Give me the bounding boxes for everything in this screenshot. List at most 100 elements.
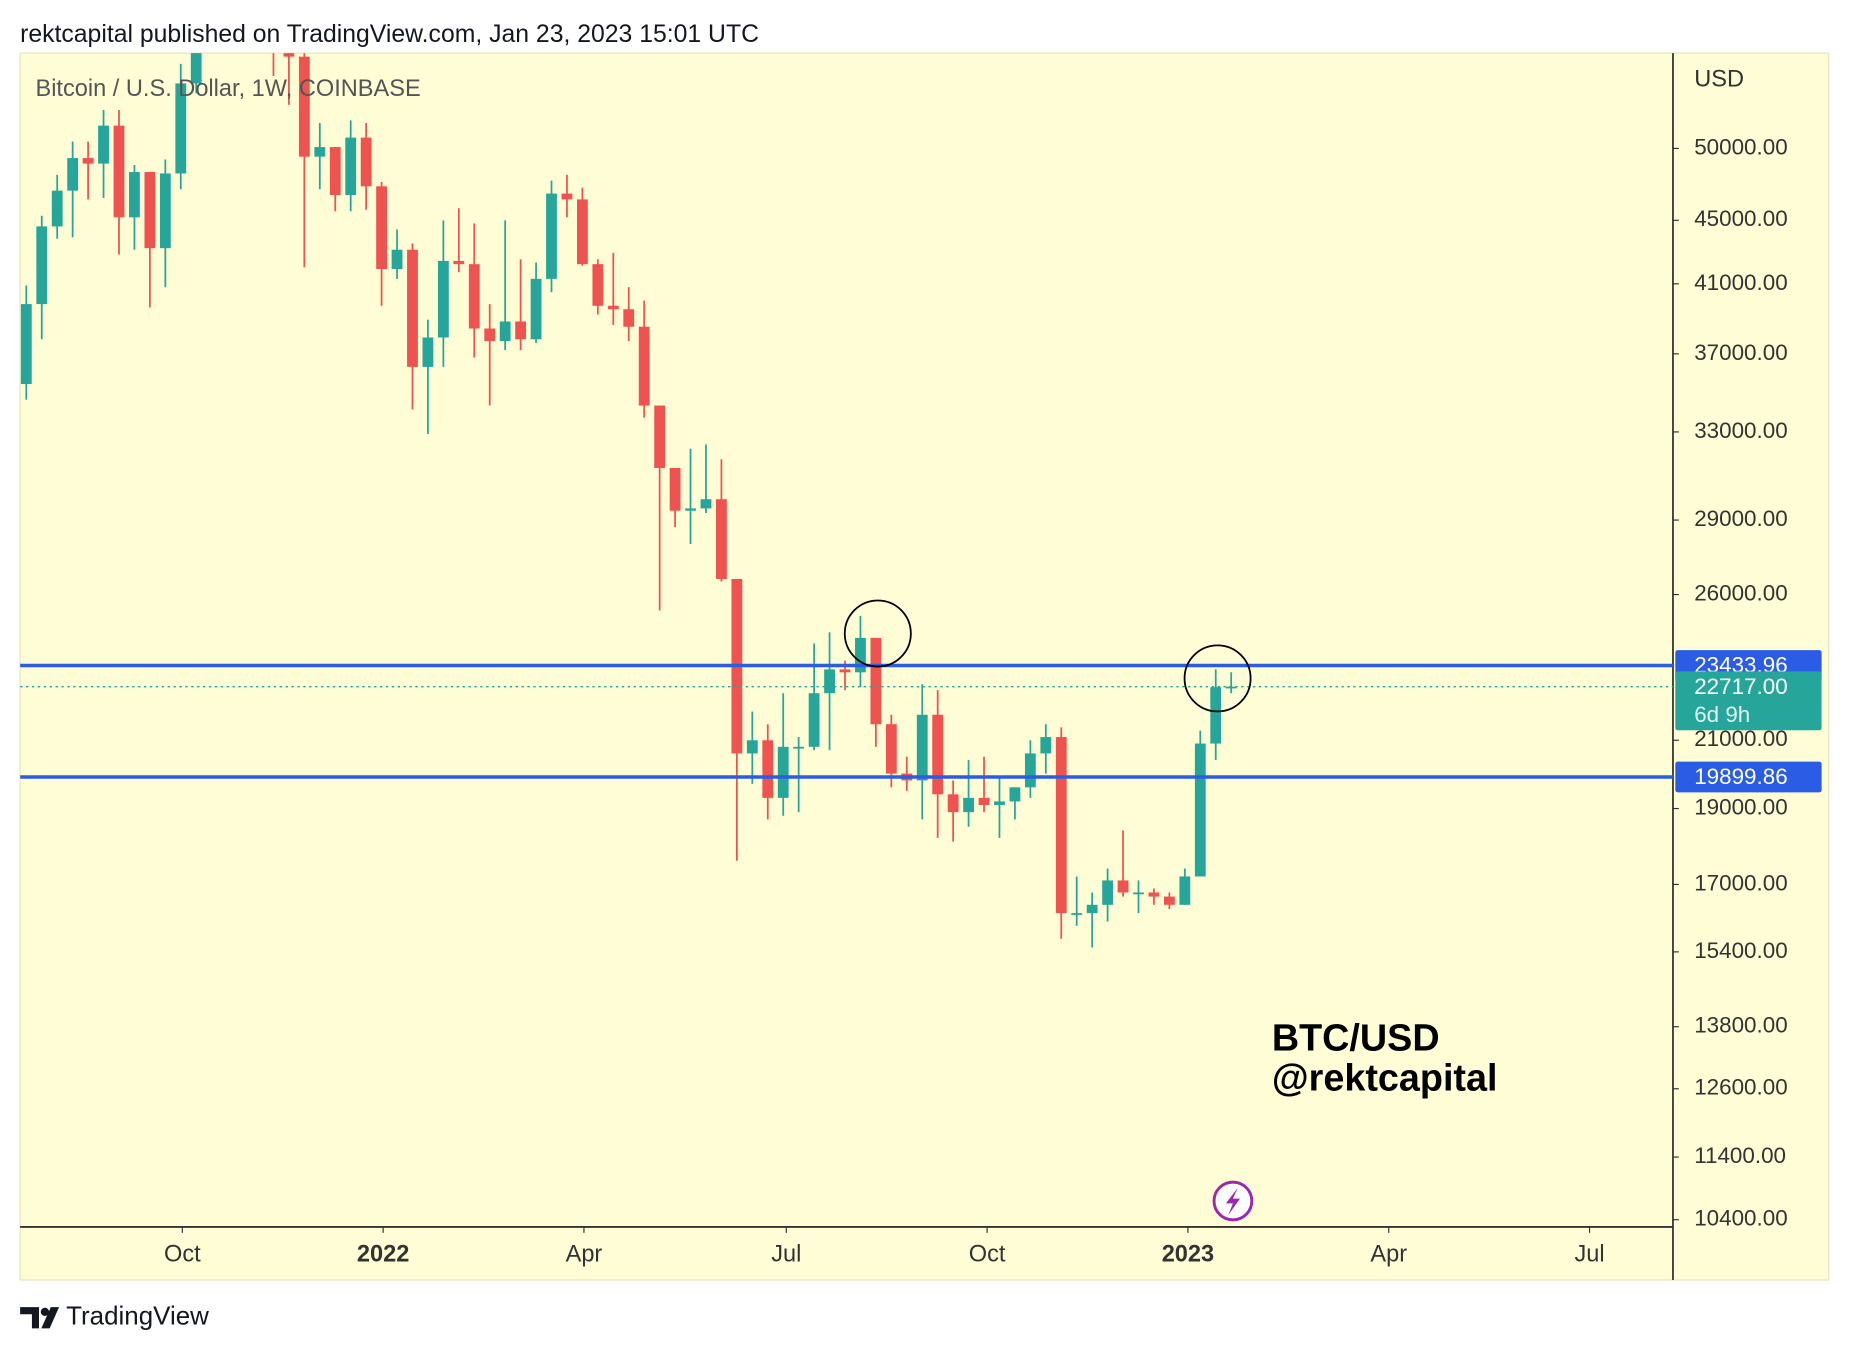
candle-body [437,260,449,338]
candle-body [407,249,418,367]
candle-body [376,186,387,270]
candle-body [530,278,542,340]
x-tick-label: 2022 [357,1240,409,1266]
candle-body [98,125,109,164]
candle-body [607,305,619,310]
candle-body [468,264,480,329]
candle-body [422,337,434,367]
candle-body [978,797,990,805]
candle-body [329,147,341,196]
y-tick-label: 19000.00 [1694,794,1787,819]
y-tick-label: 37000.00 [1694,340,1787,365]
header: rektcapital published on TradingView.com… [20,21,759,48]
y-tick-label: 11400.00 [1694,1143,1786,1168]
countdown-label: 6d 9h [1694,702,1750,727]
candle-body [1225,686,1237,689]
candle-body [777,746,789,798]
candle-body [1086,904,1098,914]
x-tick-label: Apr [1370,1240,1407,1266]
candle-body [855,637,866,673]
annotation: BTC/USD [1272,1017,1440,1059]
candle-body [669,467,681,511]
footer: TradingView [66,1303,209,1331]
candle-body [824,669,835,694]
candle-body [963,797,974,813]
candle-body [685,508,696,511]
candle-body [360,137,372,187]
candle-body [82,158,94,164]
candle-body [314,147,326,157]
y-tick-label: 10400.00 [1694,1206,1787,1231]
candle-body [67,158,79,191]
x-tick-label: 2023 [1162,1240,1214,1266]
highlight-circle [843,599,912,668]
candle-body [453,260,465,265]
y-tick-label: 15400.00 [1694,938,1787,963]
candle-body [885,724,897,774]
candle-body [283,53,295,57]
candle-body [716,499,727,580]
candle-body [994,801,1005,805]
candle-body [1163,896,1175,905]
plot-area [20,53,1673,948]
candle-body [654,405,666,468]
x-tick-label: Apr [566,1240,603,1266]
candle-body [175,83,187,174]
candle-body [1024,753,1036,788]
currency-label: USD [1694,65,1744,91]
candle-body [51,190,63,227]
tradingview-logo [20,1307,60,1329]
candle-body [561,193,573,200]
candle-body [793,746,805,749]
candle-body [947,794,959,813]
y-tick-label: 13800.00 [1694,1013,1787,1038]
candle-body [592,264,604,306]
candle-body [1040,737,1052,754]
y-tick-label: 45000.00 [1694,206,1787,231]
y-tick-label: 17000.00 [1694,870,1787,895]
candle-body [546,193,557,279]
x-tick-label: Oct [969,1240,1006,1266]
y-tick-label: 41000.00 [1694,270,1787,295]
y-tick-label: 29000.00 [1694,506,1787,531]
last-price-box [1675,671,1822,731]
candle-body [746,740,758,754]
candle-body [700,499,712,509]
candle-body [129,172,140,218]
candle-body [159,173,171,249]
candle-body [1148,892,1160,897]
candle-body [113,125,125,218]
candle-body [1102,880,1114,905]
candle-body [916,714,928,781]
candle-body [345,137,357,196]
candle-body [839,669,851,673]
candle-body [391,249,403,270]
last-price-label: 22717.00 [1694,674,1787,699]
symbol-title: Bitcoin / U.S. Dollar, 1W, COINBASE [35,75,420,101]
level-label-box [1675,761,1822,793]
candle-body [1071,913,1083,915]
x-tick-label: Oct [164,1240,201,1266]
candle-body [576,199,588,265]
candle-body [623,309,635,327]
candle-body [932,714,944,795]
candle-body [870,637,882,725]
lightning-icon[interactable] [1212,1180,1254,1222]
y-tick-label: 33000.00 [1694,418,1787,443]
candle-body [1210,687,1222,744]
candle-body [762,740,774,798]
candle-body [499,321,511,342]
candle-body [484,328,496,342]
annotation: @rektcapital [1272,1057,1498,1099]
candle-body [1009,787,1021,802]
y-tick-label: 50000.00 [1694,134,1787,159]
candle-body [1133,892,1144,895]
x-tick-label: Jul [1574,1240,1604,1266]
y-tick-label: 26000.00 [1694,580,1787,605]
candle-body [1117,880,1129,893]
highlight-circle [1183,644,1252,713]
candle-body [808,693,820,747]
y-tick-label: 21000.00 [1694,726,1787,751]
